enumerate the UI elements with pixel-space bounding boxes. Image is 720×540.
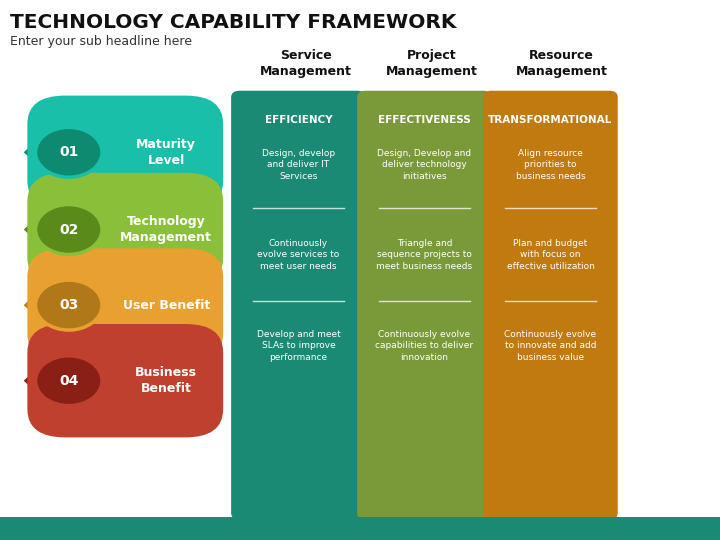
Text: Continuously evolve
to innovate and add
business value: Continuously evolve to innovate and add … [505, 329, 596, 362]
FancyBboxPatch shape [27, 324, 223, 437]
Text: EFFICIENCY: EFFICIENCY [265, 115, 332, 125]
FancyBboxPatch shape [27, 248, 223, 362]
Text: 02: 02 [59, 222, 78, 237]
Polygon shape [24, 290, 40, 320]
Text: Resource
Management: Resource Management [516, 49, 608, 78]
FancyBboxPatch shape [483, 91, 618, 519]
FancyBboxPatch shape [357, 91, 492, 519]
Circle shape [35, 127, 102, 177]
Circle shape [35, 205, 102, 254]
Text: Enter your sub headline here: Enter your sub headline here [10, 35, 192, 48]
Text: Align resource
priorities to
business needs: Align resource priorities to business ne… [516, 148, 585, 181]
Text: Service
Management: Service Management [260, 49, 352, 78]
FancyBboxPatch shape [27, 173, 223, 286]
Text: Business
Benefit: Business Benefit [135, 367, 197, 395]
Text: Continuously evolve
capabilities to deliver
innovation: Continuously evolve capabilities to deli… [375, 329, 474, 362]
Text: Technology
Management: Technology Management [120, 215, 212, 244]
Text: 04: 04 [59, 374, 78, 388]
Text: Design, Develop and
deliver technology
initiatives: Design, Develop and deliver technology i… [377, 148, 472, 181]
Text: 01: 01 [59, 145, 78, 159]
Bar [0, 517, 720, 540]
Text: Continuously
evolve services to
meet user needs: Continuously evolve services to meet use… [257, 239, 340, 271]
Text: Develop and meet
SLAs to improve
performance: Develop and meet SLAs to improve perform… [256, 329, 341, 362]
Text: User Benefit: User Benefit [122, 299, 210, 312]
FancyBboxPatch shape [231, 91, 366, 519]
Polygon shape [24, 214, 40, 245]
Text: Maturity
Level: Maturity Level [136, 138, 196, 166]
Text: Design, develop
and deliver IT
Services: Design, develop and deliver IT Services [262, 148, 335, 181]
Text: TECHNOLOGY CAPABILITY FRAMEWORK: TECHNOLOGY CAPABILITY FRAMEWORK [10, 14, 456, 32]
Circle shape [35, 356, 102, 406]
Text: EFFECTIVENESS: EFFECTIVENESS [378, 115, 471, 125]
Text: 03: 03 [59, 298, 78, 312]
FancyBboxPatch shape [27, 96, 223, 209]
Text: Triangle and
sequence projects to
meet business needs: Triangle and sequence projects to meet b… [377, 239, 472, 271]
Text: TRANSFORMATIONAL: TRANSFORMATIONAL [488, 115, 613, 125]
Polygon shape [24, 137, 40, 167]
Text: Project
Management: Project Management [386, 49, 478, 78]
Circle shape [35, 280, 102, 330]
Text: Plan and budget
with focus on
effective utilization: Plan and budget with focus on effective … [506, 239, 595, 271]
Polygon shape [24, 366, 40, 396]
